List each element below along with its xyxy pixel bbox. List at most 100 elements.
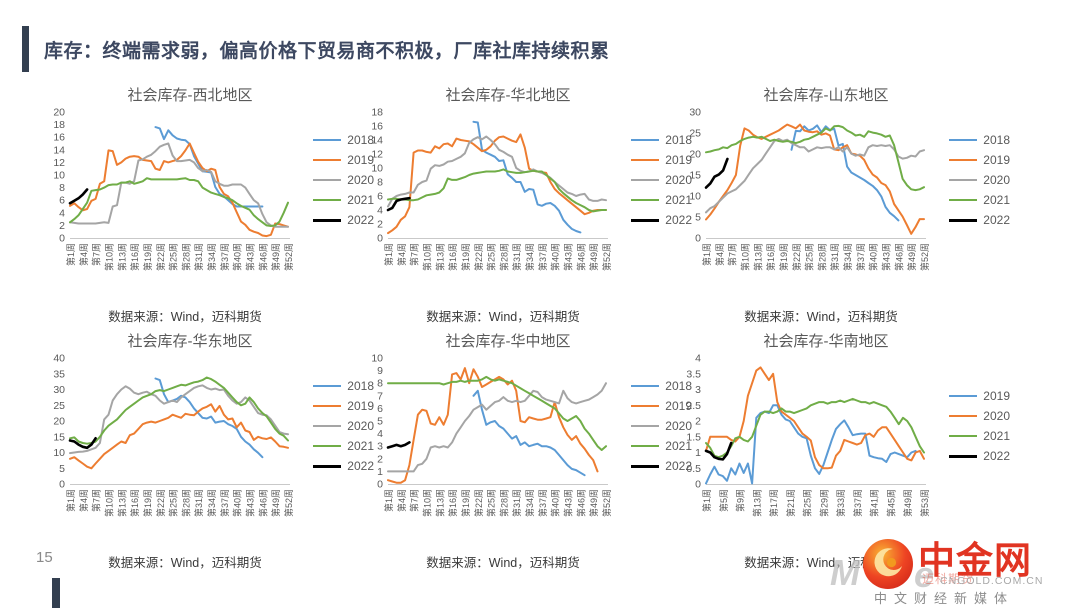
- legend-label: 2021: [347, 439, 374, 453]
- legend-label: 2019: [983, 153, 1010, 167]
- y-axis-tick-label: 16: [53, 132, 65, 144]
- x-axis-tick-label: 第10周: [421, 489, 432, 517]
- x-axis-tick-label: 第34周: [206, 243, 217, 271]
- y-axis-tick-label: 12: [53, 157, 65, 169]
- legend-line-swatch: [949, 218, 978, 222]
- y-axis-tick-label: 0.5: [686, 463, 701, 475]
- y-axis-tick-label: 5: [377, 416, 383, 428]
- chart-legend: 2018 2019 2020 2021 2022: [949, 112, 1010, 248]
- y-axis-tick-label: 0: [695, 233, 701, 245]
- x-axis-tick-label: 第25周: [486, 243, 497, 271]
- y-axis-tick-label: 1.5: [686, 431, 701, 443]
- legend-label: 2018: [665, 379, 692, 393]
- legend-item-2022: 2022: [313, 459, 374, 473]
- data-source-label: 数据来源：Wind，迈科期货: [108, 310, 262, 324]
- series-line-2019: [69, 403, 289, 470]
- chart-canvas: 0 2 4 6 8 10 12 14 16 18 20 第1周 第4周 第7周 第10周 第13周 第16周 第1…: [40, 106, 374, 302]
- y-axis-tick-label: 8: [377, 177, 383, 189]
- y-axis-tick-label: 1: [695, 447, 701, 459]
- x-axis-tick-label: 第16周: [765, 243, 776, 271]
- legend-item-2018: 2018: [631, 133, 692, 147]
- chart-northwest: 社会库存-西北地区 0 2 4 6 8 10 12 14 16 18 20 第1周 第4周 第7周 第10周…: [40, 84, 374, 334]
- legend-label: 2022: [665, 213, 692, 227]
- x-axis-tick-label: 第45周: [885, 489, 896, 517]
- legend-item-2021: 2021: [631, 193, 692, 207]
- legend-line-swatch: [313, 444, 342, 448]
- chart-plot-svg: 0 5 10 15 20 25 30 35 40 第1周 第4周 第7周 第10周 第13周 第16周 第19…: [53, 353, 294, 518]
- legend-label: 2021: [983, 429, 1010, 443]
- chart-plot-svg: 0 2 4 6 8 10 12 14 16 18 第1周 第4周 第7周 第10周 第13周 第16周 第19周…: [371, 107, 612, 272]
- x-axis-tick-label: 第25周: [168, 489, 179, 517]
- x-axis-tick-label: 第19周: [142, 489, 153, 517]
- series-line-2019: [387, 133, 607, 235]
- y-axis-tick-label: 10: [371, 163, 383, 175]
- y-axis-tick-label: 10: [53, 447, 65, 459]
- legend-label: 2021: [983, 193, 1010, 207]
- y-axis-tick-label: 0: [377, 479, 383, 491]
- legend-label: 2021: [665, 439, 692, 453]
- y-axis-tick-label: 4: [377, 428, 383, 440]
- legend-item-2020: 2020: [313, 173, 374, 187]
- legend-line-swatch: [949, 178, 978, 182]
- chart-legend: 2018 2019 2020 2021 2022: [313, 358, 374, 494]
- x-axis-tick-label: 第16周: [447, 489, 458, 517]
- x-axis-tick-label: 第4周: [78, 489, 89, 512]
- chart-shandong: 社会库存-山东地区 0 5 10 15 20 25 30 第1周 第4周 第7周 第10周 第13周第…: [676, 84, 1010, 334]
- y-axis-tick-label: 7: [377, 390, 383, 402]
- x-axis-tick-label: 第10周: [103, 489, 114, 517]
- y-axis-tick-label: 2: [377, 219, 383, 231]
- x-axis-tick-label: 第52周: [283, 489, 294, 517]
- chart-legend: 2018 2019 2020 2021 2022: [631, 358, 692, 494]
- x-axis-tick-label: 第21周: [785, 489, 796, 517]
- legend-line-swatch: [313, 464, 342, 468]
- legend-line-swatch: [631, 138, 660, 142]
- legend-item-2020: 2020: [949, 173, 1010, 187]
- legend-line-swatch: [631, 158, 660, 162]
- y-axis-tick-label: 9: [377, 365, 383, 377]
- chart-canvas: 0 0.5 1 1.5 2 2.5 3 3.5 4 第1周 第5周 第9周 第13周 第17周 第21周 第2…: [676, 352, 1010, 548]
- brand-tagline: 中文财经新媒体: [874, 591, 1015, 606]
- x-axis-tick-label: 第25周: [168, 243, 179, 271]
- series-line-2021: [705, 124, 925, 192]
- legend-label: 2018: [347, 133, 374, 147]
- x-axis-tick-label: 第7周: [91, 489, 102, 512]
- x-axis-tick-label: 第34周: [206, 489, 217, 517]
- x-axis-tick-label: 第43周: [245, 243, 256, 271]
- x-axis-tick-label: 第4周: [78, 243, 89, 266]
- page-number: 15: [36, 549, 53, 566]
- x-axis-tick-label: 第4周: [396, 489, 407, 512]
- x-axis-tick-label: 第49周: [902, 489, 913, 517]
- legend-item-2019: 2019: [631, 399, 692, 413]
- y-axis-tick-label: 35: [53, 368, 65, 380]
- x-axis-tick-label: 第25周: [486, 489, 497, 517]
- y-axis-tick-label: 0: [377, 233, 383, 245]
- x-axis-tick-label: 第28周: [498, 243, 509, 271]
- x-axis-tick-label: 第40周: [232, 489, 243, 517]
- y-axis-tick-label: 2.5: [686, 400, 701, 412]
- legend-line-swatch: [313, 404, 342, 408]
- y-axis-tick-label: 40: [53, 353, 65, 365]
- series-line-2022: [68, 188, 89, 205]
- legend-item-2019: 2019: [949, 153, 1010, 167]
- x-axis-tick-label: 第40周: [550, 243, 561, 271]
- y-axis-tick-label: 2: [695, 416, 701, 428]
- x-axis-tick-label: 第37周: [537, 243, 548, 271]
- x-axis-tick-label: 第16周: [447, 243, 458, 271]
- legend-line-swatch: [949, 414, 978, 418]
- data-source-label: 数据来源：Wind，迈科期货: [744, 310, 898, 324]
- x-axis-tick-label: 第43周: [563, 243, 574, 271]
- legend-item-2018: 2018: [313, 379, 374, 393]
- y-axis-tick-label: 8: [377, 378, 383, 390]
- legend-label: 2020: [665, 173, 692, 187]
- series-line-2022: [386, 441, 411, 449]
- legend-label: 2018: [347, 379, 374, 393]
- legend-line-swatch: [631, 464, 660, 468]
- legend-line-swatch: [631, 178, 660, 182]
- legend-item-2019: 2019: [313, 153, 374, 167]
- x-axis-tick-label: 第31周: [193, 489, 204, 517]
- series-line-2019: [69, 142, 289, 238]
- y-axis-tick-label: 18: [53, 119, 65, 131]
- brand-domain: CNGOLD.COM.CN: [940, 575, 1044, 587]
- x-axis-tick-label: 第17周: [768, 489, 779, 517]
